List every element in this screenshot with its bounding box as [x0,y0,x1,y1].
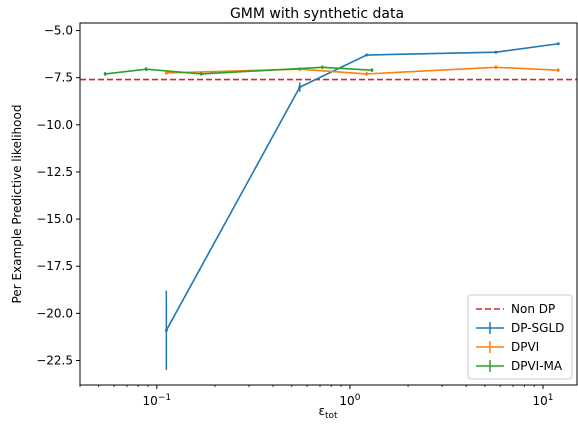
legend: Non DP DP-SGLD DPVI DPVI-MA [467,294,573,380]
series-2-point [199,72,203,76]
y-tick-label: −10.0 [36,118,73,132]
x-axis-label-subscript: tot [325,411,338,421]
series-0-point [298,85,302,89]
x-tick-exponent: 0 [355,393,361,403]
y-tick-label: −20.0 [36,306,73,320]
x-axis: 10−1 100 101 [79,385,554,408]
y-tick-label: −7.5 [44,71,73,85]
y-tick-label: −5.0 [44,24,73,38]
y-tick-label: −15.0 [36,212,73,226]
series-2-point [144,67,148,71]
x-tick-base: 10 [532,394,547,408]
legend-label: DPVI [511,340,539,354]
series-0-point [494,50,498,54]
series-1-point [494,65,498,69]
x-tick-label: 100 [339,393,360,408]
series-2-point [320,65,324,69]
x-tick-base: 10 [339,394,354,408]
plot-area [80,42,577,370]
y-tick-label: −12.5 [36,165,73,179]
x-tick-label: 101 [532,393,553,408]
legend-box [467,294,573,380]
series-1-point [164,71,168,75]
series-1-point [365,72,369,76]
series-0-point [365,53,369,57]
x-tick-exponent: 1 [548,393,554,403]
axes-frame [79,22,578,386]
series-0-point [164,328,168,332]
series-0-point [556,42,560,46]
series-line-0 [165,42,559,331]
legend-label: DPVI-MA [511,359,563,373]
x-axis-label: εtot [318,404,338,421]
series-2-point [103,72,107,76]
series-1-point [556,68,560,72]
chart-title: GMM with synthetic data [230,6,404,22]
x-tick-exponent: −1 [158,393,171,403]
legend-label: Non DP [511,302,555,316]
series-2-point [370,68,374,72]
x-tick-label: 10−1 [143,393,172,408]
x-axis-label-main: ε [318,404,325,418]
x-tick-base: 10 [143,394,158,408]
y-tick-label: −17.5 [36,259,73,273]
legend-label: DP-SGLD [511,321,564,335]
y-axis: −5.0 −7.5 −10.0 −12.5 −15.0 −17.5 −20.0 −22.5 [36,24,80,367]
y-axis-label: Per Example Predictive likelihood [10,105,24,304]
y-tick-label: −22.5 [36,353,73,367]
